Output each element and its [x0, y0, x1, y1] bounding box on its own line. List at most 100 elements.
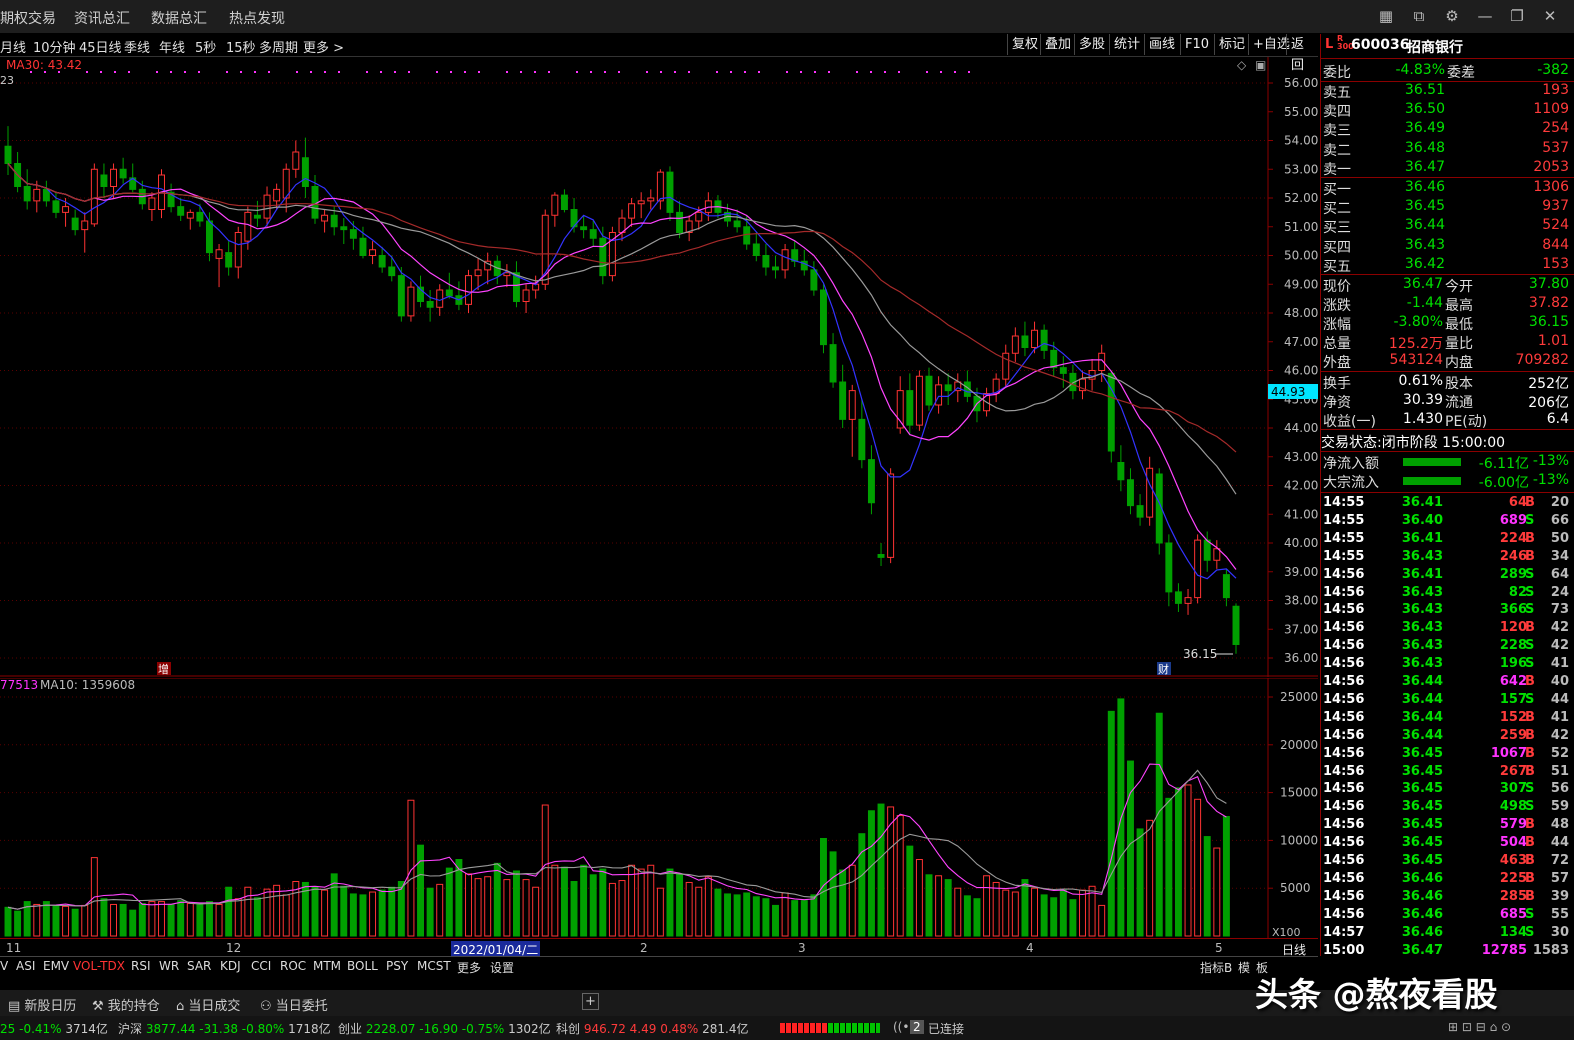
tab-psy[interactable]: PSY [386, 959, 409, 973]
tab-cci[interactable]: CCI [251, 959, 272, 973]
tab-board[interactable]: 板 [1256, 961, 1269, 975]
index-item[interactable]: 科创 946.72 4.49 0.48% 281.4亿 [556, 1022, 749, 1036]
fund-value: 6.4 [1546, 411, 1569, 427]
volume-bar [963, 895, 971, 937]
candle [273, 188, 281, 202]
tool-draw[interactable]: 画线 [1144, 34, 1179, 55]
tick-cell: 51 [1550, 763, 1569, 779]
tab-settings[interactable]: 设置 [490, 961, 515, 975]
period-more[interactable]: 更多 > [303, 41, 345, 56]
today-orders-button[interactable]: ⚇ 当日委托 [260, 999, 328, 1014]
tool-back[interactable]: 返回 [1286, 34, 1318, 73]
period-yearly[interactable]: 年线 [159, 41, 186, 56]
flow-pct: -13% [1532, 472, 1569, 488]
tool-overlay[interactable]: 叠加 [1040, 34, 1075, 55]
menu-hotspots[interactable]: 热点发现 [229, 11, 285, 27]
signal-dot [688, 71, 690, 73]
volume-bar [915, 859, 923, 937]
tab-model[interactable]: 模 [1238, 961, 1251, 975]
tab-more[interactable]: 更多 [457, 961, 482, 975]
signal-dot [464, 71, 466, 73]
tab-mcst[interactable]: MCST [417, 959, 451, 973]
gear-icon[interactable]: ⚙ [1445, 7, 1459, 25]
my-holdings-button[interactable]: ⚒ 我的持仓 [92, 999, 160, 1014]
chart-icon[interactable]: ⧉ [1413, 7, 1425, 25]
new-ipo-calendar-button[interactable]: ▤ 新股日历 [8, 999, 77, 1014]
period-10min[interactable]: 10分钟 [33, 41, 76, 56]
index-item[interactable]: 25 -0.41% 3714亿 [0, 1022, 108, 1036]
tab-mtm[interactable]: MTM [313, 959, 342, 973]
signal-dot [618, 71, 620, 73]
tab-roc[interactable]: ROC [280, 959, 307, 973]
volume-chart[interactable]: 25000 20000 15000 10000 5000 77513 MA10: 135… [0, 678, 1318, 938]
volume-bar [628, 864, 636, 937]
close-icon[interactable]: ✕ [1543, 7, 1557, 25]
mark-zeng[interactable]: 增 [158, 662, 169, 676]
index-item[interactable]: 沪深 3877.44 -31.38 -0.80% 1718亿 [118, 1022, 331, 1036]
signal-dot [954, 71, 956, 73]
candle [666, 171, 674, 213]
minimize-icon[interactable]: — [1477, 7, 1493, 25]
today-trades-button[interactable]: ⌂ 当日成交 [176, 999, 241, 1014]
tab-kdj[interactable]: KDJ [220, 959, 241, 973]
panel-toggle-icon[interactable]: ▣ [1255, 58, 1266, 72]
signal-dot [856, 71, 858, 73]
tray-icons[interactable]: ⊞ ⊡ ⊟ ⌂ ⊙ [1448, 1020, 1512, 1034]
tab-boll[interactable]: BOLL [347, 959, 378, 973]
period-monthly[interactable]: 月线 [0, 41, 27, 56]
price-tick-label: 43.00 [1284, 450, 1318, 464]
period-15sec[interactable]: 15秒 [226, 41, 256, 56]
period-5sec[interactable]: 5秒 [195, 41, 217, 56]
tool-multistock[interactable]: 多股 [1074, 34, 1109, 55]
index-item[interactable]: 创业 2228.07 -16.90 -0.75% 1302亿 [338, 1022, 551, 1036]
candle [541, 214, 549, 285]
tab-sar[interactable]: SAR [187, 959, 212, 973]
period-multi[interactable]: 多周期 [259, 41, 299, 56]
add-icon[interactable]: + [582, 993, 599, 1010]
menu-news[interactable]: 资讯总汇 [74, 11, 130, 27]
tick-cell: S [1525, 799, 1535, 815]
quote-value: 36.15 [1528, 314, 1569, 330]
tool-stats[interactable]: 统计 [1109, 34, 1144, 55]
grid-icon[interactable]: ▦ [1378, 7, 1394, 25]
mark-cai[interactable]: 财 [1158, 662, 1169, 676]
period-label[interactable]: 日线 [1282, 943, 1307, 957]
tick-cell: 579 [1499, 817, 1527, 833]
quote-label: 量比 [1445, 336, 1473, 352]
tick-cell: 36.43 [1401, 656, 1443, 672]
flow-bar [1403, 458, 1461, 466]
signal-dot [660, 71, 662, 73]
tick-cell: B [1525, 620, 1535, 636]
volume-bar [1031, 887, 1039, 937]
tick-cell: S [1525, 584, 1535, 600]
tab-vol-tdx[interactable]: VOL-TDX [73, 959, 125, 973]
tick-cell: 14:56 [1323, 620, 1365, 636]
tool-adjust[interactable]: 复权 [1007, 34, 1042, 55]
tab-emv[interactable]: EMV [43, 959, 70, 973]
volume-bar [205, 901, 213, 937]
period-45day[interactable]: 45日线 [79, 41, 122, 56]
menu-options-trading[interactable]: 期权交易 [0, 11, 56, 27]
tab-v[interactable]: V [0, 959, 9, 973]
tool-mark[interactable]: 标记 [1214, 34, 1249, 55]
tab-indicator-b[interactable]: 指标B [1200, 961, 1233, 975]
restore-icon[interactable]: ❐ [1510, 7, 1524, 25]
tick-cell: 36.46 [1401, 906, 1443, 922]
tick-cell: S [1525, 656, 1535, 672]
tab-wr[interactable]: WR [159, 959, 180, 973]
tick-cell: 14:56 [1323, 727, 1365, 743]
tick-cell: 42 [1550, 620, 1569, 636]
candle [234, 232, 242, 268]
ask-price: 36.50 [1404, 101, 1445, 118]
tab-rsi[interactable]: RSI [131, 959, 151, 973]
tool-f10[interactable]: F10 [1180, 34, 1213, 55]
diamond-icon[interactable]: ◇ [1237, 58, 1247, 72]
period-quarterly[interactable]: 季线 [124, 41, 151, 56]
ask-label: 卖一 [1323, 161, 1351, 178]
tool-add-watchlist[interactable]: +自选 [1248, 34, 1294, 55]
menu-data[interactable]: 数据总汇 [151, 11, 207, 27]
candlestick-chart[interactable]: 56.00 55.00 54.00 53.00 52.00 51.00 50.00 49.00… [0, 57, 1318, 677]
tab-asi[interactable]: ASI [16, 959, 36, 973]
tick-row: 14:55 36.40 689 S 66 [1321, 513, 1574, 531]
ma30-line [7, 163, 1237, 453]
